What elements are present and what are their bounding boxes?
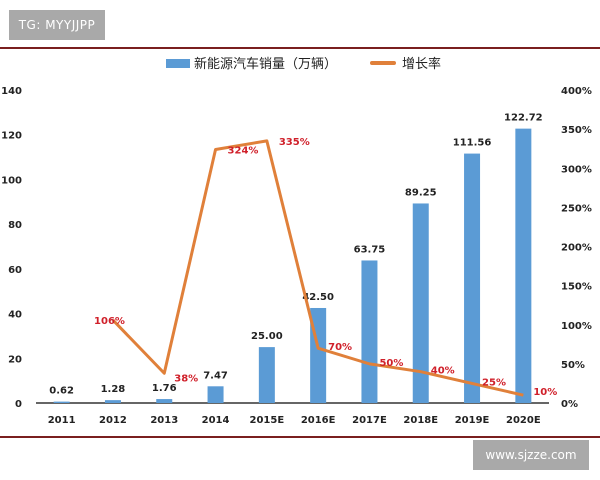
x-tick-label: 2014: [202, 415, 230, 426]
x-tick-label: 2018E: [403, 415, 438, 426]
bar-data-label: 122.72: [504, 113, 543, 124]
right-tick-label: 0%: [561, 399, 578, 410]
bar: [412, 203, 429, 403]
x-tick-label: 2017E: [352, 415, 387, 426]
bar-data-label: 1.28: [101, 384, 126, 395]
x-tick-label: 2020E: [506, 415, 541, 426]
legend-bar-swatch: [166, 59, 190, 68]
bar-data-label: 42.50: [302, 292, 334, 303]
growth-data-label: 335%: [279, 137, 310, 148]
right-tick-label: 150%: [561, 282, 592, 293]
watermark: www.sjzze.com: [473, 440, 589, 470]
bar-data-label: 89.25: [405, 187, 437, 198]
bar: [104, 400, 121, 403]
growth-data-label: 324%: [228, 145, 259, 156]
top-divider: [0, 47, 600, 49]
growth-data-label: 25%: [482, 377, 506, 388]
bar-data-label: 25.00: [251, 331, 283, 342]
x-tick-label: 2013: [150, 415, 178, 426]
bar: [464, 153, 481, 403]
x-tick-label: 2012: [99, 415, 127, 426]
left-tick-label: 60: [8, 265, 22, 276]
right-tick-label: 300%: [561, 164, 592, 175]
right-tick-label: 200%: [561, 243, 592, 254]
x-tick-label: 2019E: [455, 415, 490, 426]
left-tick-label: 120: [1, 131, 22, 142]
growth-line: [111, 139, 524, 397]
right-tick-label: 50%: [561, 360, 585, 371]
legend-bar-label: 新能源汽车销量（万辆）: [194, 56, 337, 72]
growth-data-label: 10%: [533, 387, 557, 398]
left-tick-label: 140: [1, 86, 22, 97]
bar-data-label: 0.62: [49, 386, 74, 397]
bar: [207, 386, 224, 403]
bar: [515, 128, 532, 403]
left-tick-label: 80: [8, 220, 22, 231]
left-tick-label: 40: [8, 310, 22, 321]
right-tick-label: 250%: [561, 203, 592, 214]
bar-data-label: 63.75: [354, 244, 386, 255]
right-tick-label: 400%: [561, 86, 592, 97]
right-tick-label: 350%: [561, 125, 592, 136]
growth-data-label: 70%: [328, 342, 352, 353]
x-tick-label: 2016E: [301, 415, 336, 426]
legend-line-label: 增长率: [402, 56, 441, 72]
bar-data-label: 1.76: [152, 383, 177, 394]
bottom-divider: [0, 436, 600, 438]
bar: [53, 401, 70, 403]
left-tick-label: 100: [1, 175, 22, 186]
bar-data-label: 7.47: [203, 370, 228, 381]
bar: [258, 347, 275, 403]
left-tick-label: 20: [8, 354, 22, 365]
legend-line-swatch: [370, 61, 396, 65]
bar-data-label: 111.56: [453, 138, 492, 149]
growth-data-label: 106%: [94, 316, 125, 327]
header-tag: TG: MYYJJPP: [9, 10, 105, 40]
growth-data-label: 40%: [431, 366, 455, 377]
legend: 新能源汽车销量（万辆） 增长率: [166, 56, 441, 72]
x-tick-label: 2011: [48, 415, 76, 426]
right-tick-label: 100%: [561, 321, 592, 332]
left-tick-label: 0: [15, 399, 22, 410]
bar: [361, 260, 378, 403]
growth-data-label: 50%: [379, 358, 403, 369]
growth-data-label: 38%: [174, 373, 198, 384]
x-tick-label: 2015E: [250, 415, 285, 426]
bar: [156, 399, 173, 403]
